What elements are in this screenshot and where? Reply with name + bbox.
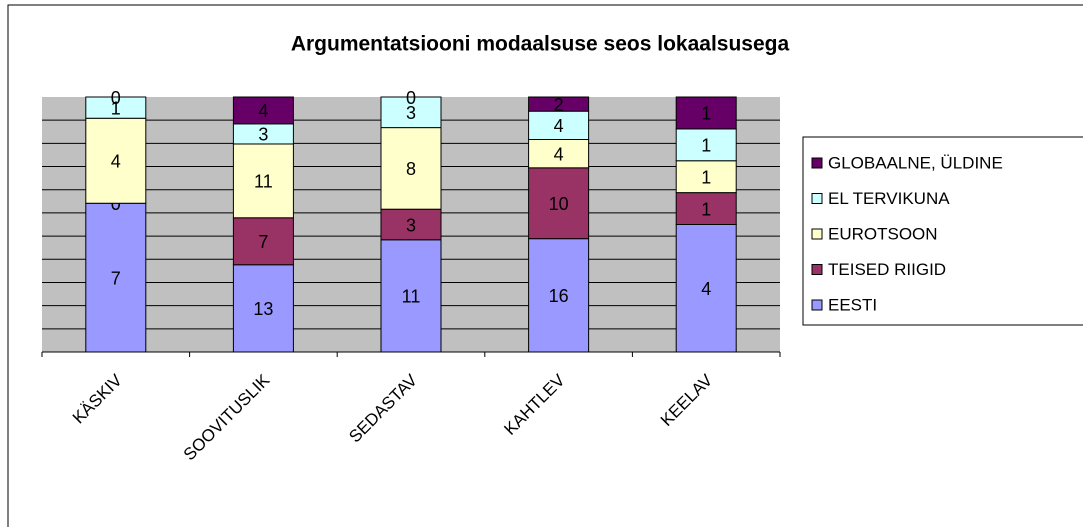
bar-segment	[528, 96, 590, 112]
data-label: 2	[554, 95, 564, 115]
data-label: 0	[111, 88, 121, 108]
bar-segment	[675, 224, 737, 353]
data-label: 3	[258, 125, 268, 145]
data-label: 4	[554, 144, 564, 164]
bar-segment	[675, 192, 737, 225]
legend-label: EESTI	[828, 295, 877, 314]
bar-segment	[528, 238, 590, 353]
legend-label: GLOBAALNE, ÜLDINE	[828, 153, 1003, 172]
data-label: 4	[258, 101, 268, 121]
legend-swatch	[811, 299, 823, 311]
legend-label: TEISED RIIGID	[828, 260, 946, 279]
legend-swatch	[811, 193, 823, 204]
bar-segment	[232, 143, 294, 219]
data-label: 1	[701, 199, 711, 219]
data-label: 4	[111, 152, 121, 172]
data-label: 13	[253, 299, 273, 319]
data-label: 0	[406, 88, 416, 108]
bar-segment	[528, 139, 590, 169]
data-label: 4	[554, 116, 564, 136]
data-label: 16	[549, 286, 569, 306]
bar-segment	[675, 160, 737, 194]
data-label: 0	[111, 194, 121, 214]
legend-label: EL TERVIKUNA	[828, 189, 950, 208]
data-label: 1	[701, 167, 711, 187]
bar-segment	[528, 167, 590, 240]
data-label: 1	[111, 98, 121, 118]
legend	[802, 136, 1083, 326]
bar-segment	[380, 127, 442, 210]
chart-title: Argumentatsiooni modaalsuse seos lokaals…	[291, 33, 790, 56]
legend-swatch	[811, 157, 823, 169]
bar-segment	[232, 96, 294, 125]
bar-segment	[380, 96, 442, 129]
data-label: 1	[701, 104, 711, 124]
bar-segment	[675, 128, 737, 162]
bar-segment	[528, 110, 590, 140]
data-label: 7	[258, 232, 268, 252]
data-label: 10	[549, 194, 569, 214]
legend-label: EUROTSOON	[828, 224, 938, 243]
data-label: 4	[701, 279, 711, 299]
data-label: 11	[402, 287, 421, 307]
bar-segment	[85, 202, 147, 353]
data-label: 1	[701, 136, 711, 156]
bar-segment	[85, 96, 147, 119]
bar-segment	[232, 217, 294, 266]
legend-swatch	[811, 228, 823, 240]
data-label: 7	[111, 268, 121, 288]
bar-segment	[85, 117, 147, 204]
legend-swatch	[811, 264, 823, 275]
data-label: 8	[406, 159, 416, 179]
data-label: 11	[254, 172, 273, 192]
data-label: 3	[406, 215, 416, 235]
data-label: 3	[406, 103, 416, 123]
bar-segment	[675, 96, 737, 130]
